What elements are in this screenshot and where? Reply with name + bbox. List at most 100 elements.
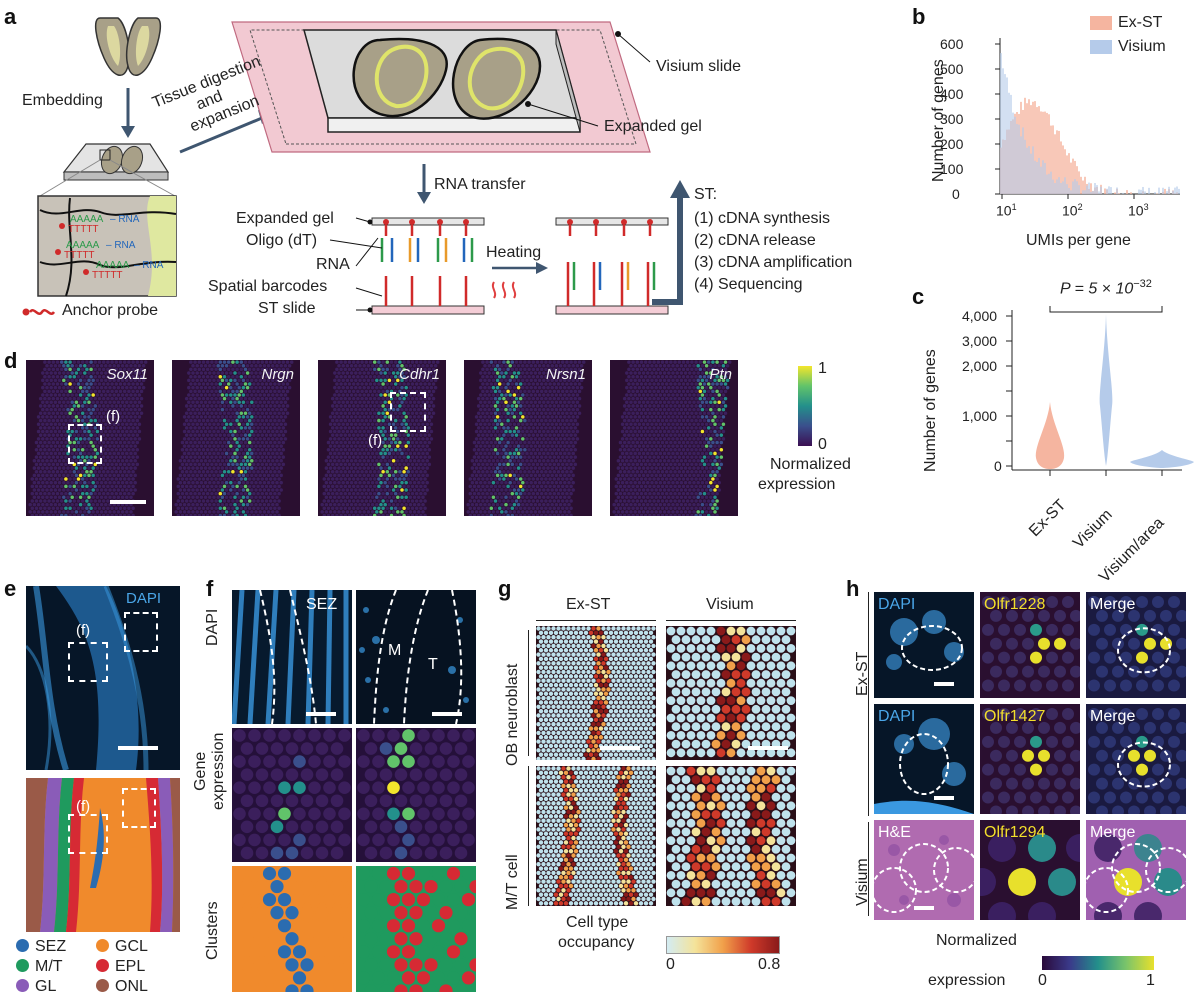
expression-spot: [496, 422, 500, 426]
expression-spot: [377, 360, 381, 364]
expression-spot: [66, 401, 70, 405]
expression-spot: [563, 481, 567, 485]
expression-spot: [58, 437, 62, 441]
expression-spot: [523, 492, 527, 496]
expression-spot: [694, 397, 698, 401]
expression-spot: [73, 514, 77, 516]
expression-spot: [68, 485, 72, 489]
visium-slide: [232, 22, 650, 152]
expression-spot: [233, 393, 237, 397]
expression-spot: [709, 393, 713, 397]
expression-spot: [56, 426, 60, 430]
expression-spot: [565, 499, 569, 503]
expression-spot: [206, 470, 210, 474]
expression-spot: [350, 444, 354, 448]
expression-spot: [571, 415, 575, 419]
hist-bar-visium: [1158, 188, 1160, 194]
expression-spot: [193, 463, 197, 467]
expression-spot: [419, 360, 423, 364]
expression-spot: [667, 401, 671, 405]
expression-spot: [240, 441, 244, 445]
expression-spot: [390, 463, 394, 467]
expression-spot: [515, 375, 519, 379]
expression-spot: [43, 433, 47, 437]
expression-spot: [398, 492, 402, 496]
expression-spot: [193, 448, 197, 452]
expression-spot: [636, 411, 640, 415]
expression-spot: [358, 481, 362, 485]
expression-spot: [496, 437, 500, 441]
expression-spot: [358, 488, 362, 492]
expression-spot: [711, 411, 715, 415]
expression-spot: [555, 488, 559, 492]
expression-spot: [187, 466, 191, 470]
expression-spot: [411, 463, 415, 467]
expression-spot: [717, 430, 721, 434]
expression-spot: [379, 488, 383, 492]
expression-spot: [263, 444, 267, 448]
expression-spot: [52, 390, 56, 394]
expression-spot: [411, 514, 415, 516]
expression-spot: [265, 441, 269, 445]
expression-spot: [202, 411, 206, 415]
expression-spot: [256, 411, 260, 415]
expression-spot: [70, 474, 74, 478]
expression-spot: [208, 415, 212, 419]
expression-spot: [715, 404, 719, 408]
expression-spot: [517, 496, 521, 500]
expression-spot: [432, 390, 436, 394]
expression-spot: [246, 459, 250, 463]
expression-spot: [277, 477, 281, 481]
expression-spot: [39, 426, 43, 430]
expression-spot: [335, 499, 339, 503]
expression-spot: [515, 382, 519, 386]
expression-spot: [638, 371, 642, 375]
expression-spot: [508, 393, 512, 397]
expression-spot: [56, 419, 60, 423]
expression-spot: [678, 382, 682, 386]
expression-spot: [43, 477, 47, 481]
expression-spot: [337, 422, 341, 426]
expression-spot: [179, 466, 183, 470]
expression-spot: [407, 433, 411, 437]
expression-spot: [198, 390, 202, 394]
expression-spot: [286, 397, 290, 401]
expression-spot: [354, 371, 358, 375]
expression-spot: [54, 444, 58, 448]
expression-spot: [481, 375, 485, 379]
expression-spot: [73, 397, 77, 401]
expression-spot: [629, 401, 633, 405]
expression-spot: [415, 470, 419, 474]
expression-spot: [513, 496, 517, 500]
expression-spot: [344, 506, 348, 510]
expression-spot: [344, 368, 348, 372]
expression-spot: [569, 492, 573, 496]
expression-spot: [261, 448, 265, 452]
expression-spot: [277, 426, 281, 430]
expression-spot: [519, 506, 523, 510]
expression-spot: [325, 496, 329, 500]
expression-spot: [223, 360, 227, 364]
expression-spot: [108, 430, 112, 434]
expression-spot: [219, 419, 223, 423]
expression-spot: [479, 503, 483, 507]
expression-spot: [320, 510, 324, 514]
expression-spot: [198, 506, 202, 510]
expression-spot: [636, 382, 640, 386]
expression-spot: [225, 386, 229, 390]
expression-spot: [386, 463, 390, 467]
expression-spot: [258, 496, 262, 500]
hist-bar-visium: [1144, 191, 1146, 194]
expression-spot: [60, 426, 64, 430]
expression-spot: [87, 466, 91, 470]
expression-spot: [341, 452, 345, 456]
expression-spot: [354, 474, 358, 478]
expression-spot: [475, 496, 479, 500]
expression-spot: [225, 371, 229, 375]
expression-spot: [690, 411, 694, 415]
expression-spot: [200, 503, 204, 507]
expression-spot: [542, 444, 546, 448]
expression-spot: [396, 496, 400, 500]
expression-spot: [498, 492, 502, 496]
expression-spot: [64, 499, 68, 503]
